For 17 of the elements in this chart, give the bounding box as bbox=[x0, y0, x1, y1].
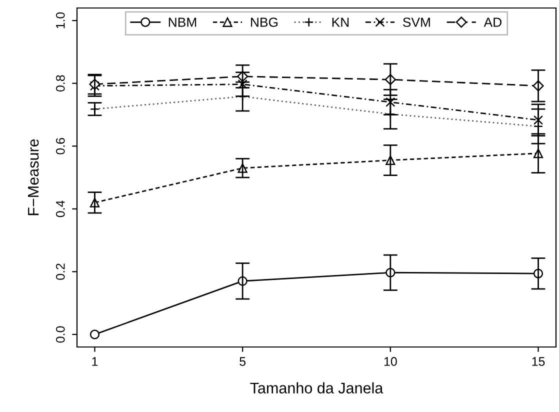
x-axis-title: Tamanho da Janela bbox=[250, 382, 384, 394]
y-tick-label: 0.8 bbox=[56, 75, 65, 92]
y-tick-label: 0.6 bbox=[56, 138, 65, 154]
x-tick-label: 15 bbox=[532, 357, 545, 366]
legend-label: NBM bbox=[168, 18, 196, 27]
legend-label: NBG bbox=[251, 18, 278, 27]
x-tick-label: 1 bbox=[92, 357, 98, 366]
legend-label: SVM bbox=[403, 18, 430, 27]
x-tick-label: 5 bbox=[240, 357, 246, 366]
y-tick-label: 0.0 bbox=[56, 326, 65, 343]
legend-label: KN bbox=[332, 18, 349, 27]
y-tick-label: 0.4 bbox=[56, 200, 65, 218]
legend-label: AD bbox=[484, 18, 502, 27]
y-axis-title: F−Measure bbox=[28, 139, 39, 216]
y-tick-label: 0.2 bbox=[56, 264, 65, 280]
y-tick-label: 1.0 bbox=[56, 12, 65, 28]
x-tick-label: 10 bbox=[384, 357, 397, 366]
